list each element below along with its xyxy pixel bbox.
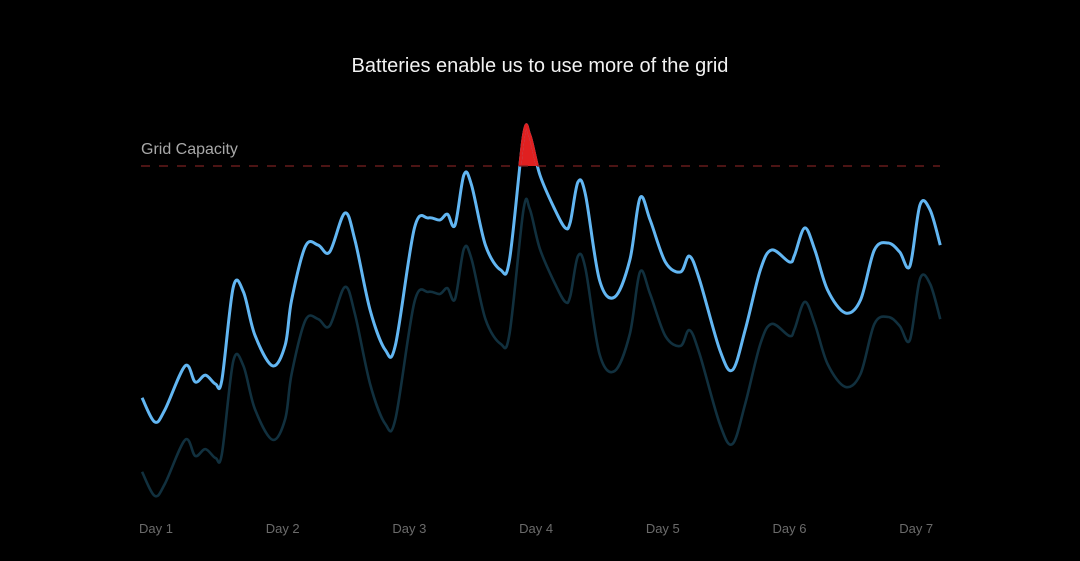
x-tick-label: Day 3 xyxy=(392,521,426,536)
over-capacity-line xyxy=(518,123,539,166)
x-tick-label: Day 4 xyxy=(519,521,553,536)
x-tick-label: Day 5 xyxy=(646,521,680,536)
chart-title: Batteries enable us to use more of the g… xyxy=(351,55,729,77)
x-tick-label: Day 1 xyxy=(139,521,173,536)
x-tick-label: Day 2 xyxy=(266,521,300,536)
grid-capacity-label: Grid Capacity xyxy=(141,141,238,158)
x-tick-label: Day 7 xyxy=(899,521,933,536)
baseline-demand-line xyxy=(140,197,942,498)
x-tick-label: Day 6 xyxy=(773,521,807,536)
demand-line xyxy=(140,123,942,424)
